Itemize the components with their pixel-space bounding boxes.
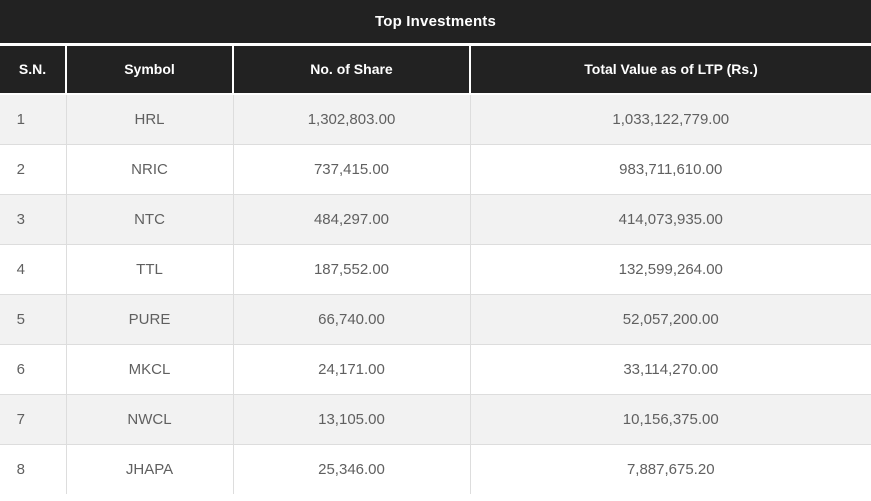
shares-cell: 737,415.00 [232,143,471,195]
sn-cell: 6 [0,343,67,395]
table-row: 6 MKCL 24,171.00 33,114,270.00 [0,343,871,395]
shares-cell: 187,552.00 [232,243,471,295]
sn-cell: 5 [0,293,67,345]
value-cell: 33,114,270.00 [469,343,871,395]
table-row: 5 PURE 66,740.00 52,057,200.00 [0,293,871,345]
value-cell: 10,156,375.00 [469,393,871,445]
table-row: 2 NRIC 737,415.00 983,711,610.00 [0,143,871,195]
table-title: Top Investments [0,0,871,46]
value-cell: 983,711,610.00 [469,143,871,195]
sn-cell: 8 [0,443,67,494]
sn-cell: 1 [0,93,67,145]
symbol-cell: PURE [65,293,234,345]
sn-cell: 7 [0,393,67,445]
symbol-cell: TTL [65,243,234,295]
shares-cell: 13,105.00 [232,393,471,445]
symbol-cell: HRL [65,93,234,145]
value-cell: 52,057,200.00 [469,293,871,345]
table-row: 1 HRL 1,302,803.00 1,033,122,779.00 [0,93,871,145]
table-row: 8 JHAPA 25,346.00 7,887,675.20 [0,443,871,494]
value-cell: 7,887,675.20 [469,443,871,494]
shares-cell: 24,171.00 [232,343,471,395]
table-body: 1 HRL 1,302,803.00 1,033,122,779.00 2 NRIC 737… [0,93,871,494]
sn-cell: 3 [0,193,67,245]
symbol-cell: NTC [65,193,234,245]
shares-cell: 25,346.00 [232,443,471,494]
column-header-shares: No. of Share [233,44,471,95]
column-header-symbol: Symbol [66,44,234,95]
table-title-row: Top Investments [0,0,871,46]
symbol-cell: MKCL [65,343,234,395]
table-row: 7 NWCL 13,105.00 10,156,375.00 [0,393,871,445]
symbol-cell: NRIC [65,143,234,195]
shares-cell: 66,740.00 [232,293,471,345]
table-header-row: S.N. Symbol No. of Share Total Value as … [0,44,871,95]
value-cell: 1,033,122,779.00 [469,93,871,145]
table-row: 4 TTL 187,552.00 132,599,264.00 [0,243,871,295]
column-header-value: Total Value as of LTP (Rs.) [470,44,871,95]
symbol-cell: JHAPA [65,443,234,494]
table-row: 3 NTC 484,297.00 414,073,935.00 [0,193,871,245]
shares-cell: 1,302,803.00 [232,93,471,145]
shares-cell: 484,297.00 [232,193,471,245]
symbol-cell: NWCL [65,393,234,445]
sn-cell: 4 [0,243,67,295]
column-header-sn: S.N. [0,44,67,95]
value-cell: 414,073,935.00 [469,193,871,245]
value-cell: 132,599,264.00 [469,243,871,295]
sn-cell: 2 [0,143,67,195]
